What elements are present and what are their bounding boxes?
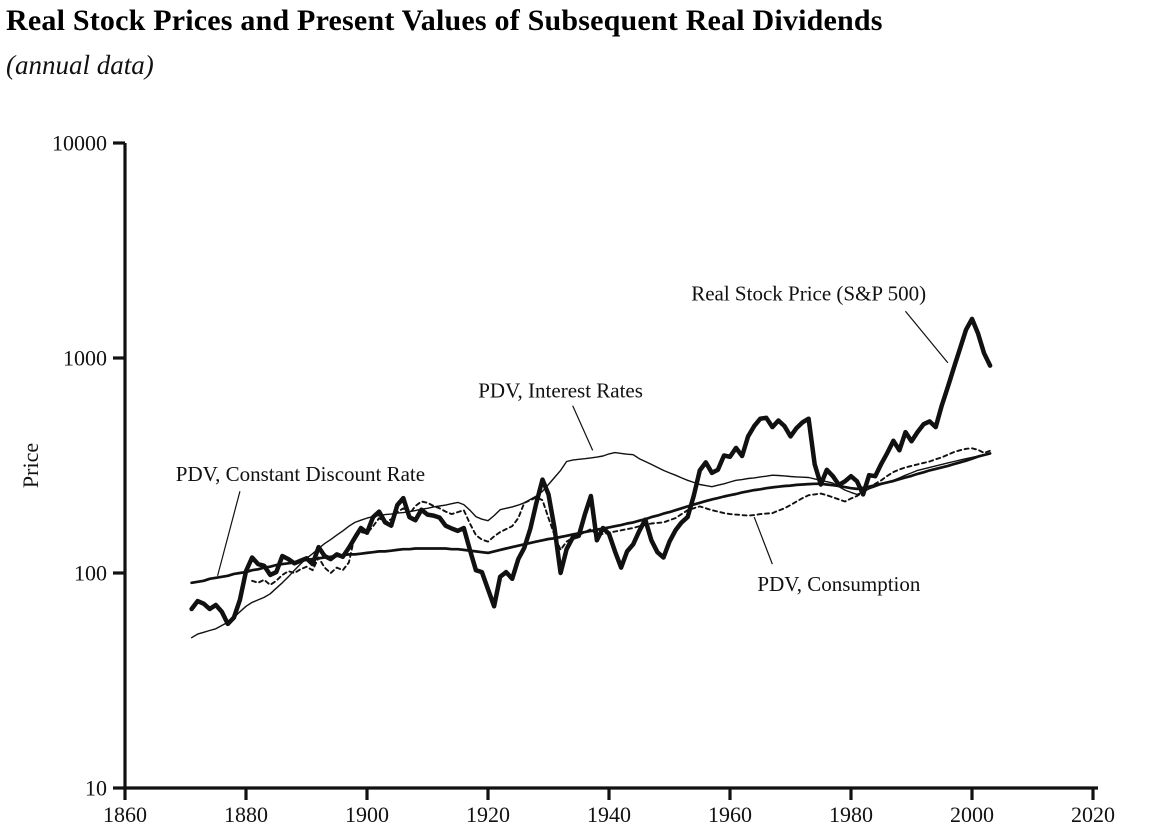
- x-tick-label: 2020: [1071, 802, 1115, 827]
- leader-pdv-interest-rates: [572, 405, 594, 451]
- y-axis-title: Price: [18, 443, 43, 488]
- y-tick-label: 100: [74, 561, 107, 586]
- series-pdv-constant-discount-rate: [190, 452, 992, 585]
- series-pdv-interest-rates: [190, 451, 991, 639]
- leader-real-stock-price-s-p-500: [904, 310, 949, 364]
- x-tick-label: 1980: [829, 802, 873, 827]
- x-tick-label: 1860: [103, 802, 147, 827]
- annotation-real-stock-price-s-p-500: Real Stock Price (S&P 500): [691, 282, 926, 306]
- y-tick-label: 10: [85, 776, 107, 801]
- x-tick-label: 1900: [345, 802, 389, 827]
- chart-title: Real Stock Prices and Present Values of …: [6, 4, 883, 37]
- annotation-pdv-interest-rates: PDV, Interest Rates: [478, 378, 643, 402]
- x-tick-label: 1880: [224, 802, 268, 827]
- x-tick-label: 2000: [950, 802, 994, 827]
- annotation-pdv-constant-discount-rate: PDV, Constant Discount Rate: [176, 462, 425, 486]
- chart-subtitle: (annual data): [6, 50, 154, 80]
- annotation-pdv-consumption: PDV, Consumption: [757, 572, 920, 596]
- y-tick-label: 10000: [52, 131, 107, 156]
- y-tick-label: 1000: [63, 346, 107, 371]
- x-tick-label: 1960: [708, 802, 752, 827]
- x-tick-label: 1920: [466, 802, 510, 827]
- series-pdv-consumption: [251, 447, 992, 586]
- leader-pdv-constant-discount-rate: [216, 491, 241, 576]
- x-tick-label: 1940: [587, 802, 631, 827]
- series-real-stock-price-s-p-500: [189, 316, 993, 627]
- leader-pdv-consumption: [753, 516, 773, 565]
